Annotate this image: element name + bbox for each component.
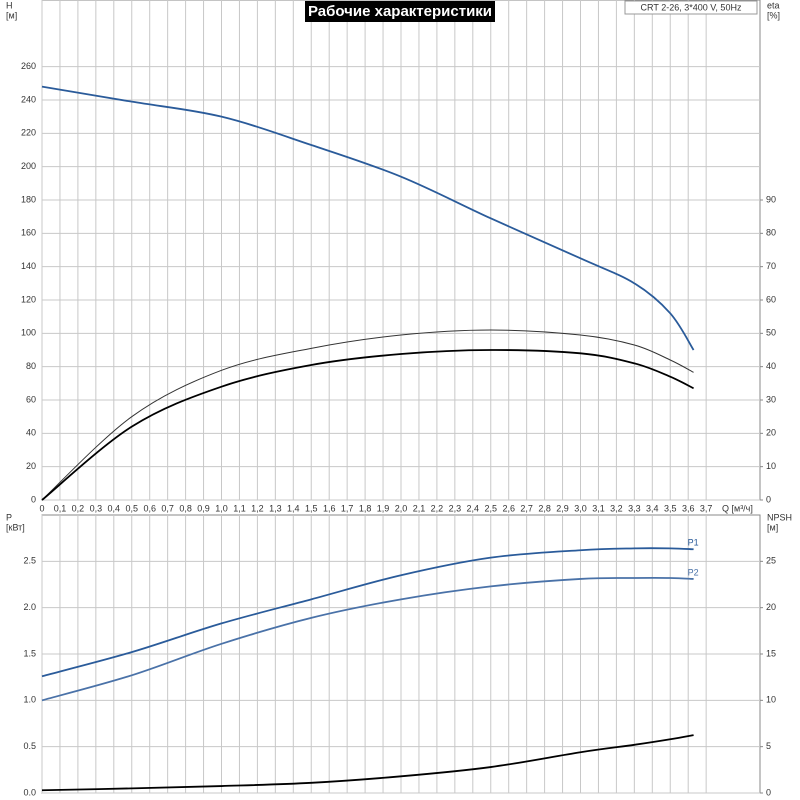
curve	[41, 349, 694, 501]
y2-axis-unit: [%]	[767, 10, 780, 20]
y2-tick-label: 15	[766, 648, 776, 658]
y-axis-unit: [кВт]	[6, 522, 25, 532]
y2-tick-label: 80	[766, 228, 776, 238]
x-tick-label: 3,3	[628, 503, 641, 513]
y2-tick-label: 5	[766, 741, 771, 751]
y-tick-label: 260	[21, 61, 36, 71]
y-tick-label: 1.5	[23, 648, 36, 658]
y-tick-label: 40	[26, 428, 36, 438]
x-tick-label: 2,6	[502, 503, 515, 513]
y-axis-label: P	[6, 512, 12, 522]
y-tick-label: 2.5	[23, 556, 36, 566]
y2-tick-label: 30	[766, 394, 776, 404]
x-tick-label: 3,2	[610, 503, 623, 513]
y2-tick-label: 90	[766, 194, 776, 204]
curve	[41, 85, 695, 351]
y-tick-label: 180	[21, 194, 36, 204]
x-tick-label: 2,4	[467, 503, 480, 513]
y2-tick-label: 10	[766, 461, 776, 471]
x-tick-label: 0,7	[161, 503, 174, 513]
x-tick-label: 3,1	[592, 503, 605, 513]
x-tick-label: 2,0	[395, 503, 408, 513]
x-tick-label: 3,7	[700, 503, 713, 513]
x-tick-label: 1,3	[269, 503, 282, 513]
x-tick-label: 0,9	[197, 503, 210, 513]
x-tick-label: 2,8	[538, 503, 551, 513]
y2-tick-label: 0	[766, 494, 771, 504]
y2-tick-label: 60	[766, 294, 776, 304]
y2-tick-label: 10	[766, 695, 776, 705]
y-tick-label: 140	[21, 261, 36, 271]
model-label: CRT 2-26, 3*400 V, 50Hz	[641, 2, 742, 12]
y-tick-label: 160	[21, 228, 36, 238]
x-tick-label: 1,1	[233, 503, 246, 513]
y2-axis-label: NPSH	[767, 512, 792, 522]
x-tick-label: 0	[39, 503, 44, 513]
y-tick-label: 2.0	[23, 602, 36, 612]
series-label: P1	[688, 538, 699, 548]
y2-tick-label: 50	[766, 328, 776, 338]
y-tick-label: 60	[26, 394, 36, 404]
series-label: P2	[688, 567, 699, 577]
x-tick-label: 2,9	[556, 503, 569, 513]
y-tick-label: 200	[21, 161, 36, 171]
x-tick-label: 2,3	[449, 503, 462, 513]
y-axis-unit: [м]	[6, 10, 17, 20]
y-tick-label: 120	[21, 294, 36, 304]
x-tick-label: 0,3	[90, 503, 103, 513]
y-tick-label: 220	[21, 128, 36, 138]
x-tick-label: 2,1	[413, 503, 426, 513]
y2-tick-label: 0	[766, 787, 771, 797]
y2-tick-label: 20	[766, 602, 776, 612]
x-tick-label: 1,0	[215, 503, 228, 513]
y-tick-label: 20	[26, 461, 36, 471]
x-tick-label: 1,8	[359, 503, 372, 513]
curve	[41, 576, 694, 702]
y2-axis-unit: [м]	[767, 522, 778, 532]
x-tick-label: 3,0	[574, 503, 587, 513]
chart-title: Рабочие характеристики	[308, 3, 492, 20]
x-tick-label: 1,7	[341, 503, 354, 513]
x-tick-label: 2,7	[520, 503, 533, 513]
x-tick-label: 0,6	[143, 503, 156, 513]
y-axis-label: H	[6, 0, 13, 10]
curve	[41, 329, 694, 501]
y-tick-label: 0.5	[23, 741, 36, 751]
x-tick-label: 1,5	[305, 503, 318, 513]
model-box	[624, 0, 758, 15]
x-tick-label: 3,5	[664, 503, 677, 513]
x-tick-label: 1,2	[251, 503, 264, 513]
x-tick-label: 0,2	[72, 503, 85, 513]
y2-axis-label: eta	[767, 0, 780, 10]
curve	[41, 547, 694, 678]
x-tick-label: 1,4	[287, 503, 300, 513]
x-tick-label: 0,1	[54, 503, 67, 513]
y2-tick-label: 70	[766, 261, 776, 271]
title-box	[305, 1, 495, 22]
x-tick-label: 3,4	[646, 503, 659, 513]
x-tick-label: 0,4	[108, 503, 121, 513]
x-tick-label: 1,9	[377, 503, 390, 513]
y-tick-label: 0	[31, 494, 36, 504]
y2-tick-label: 40	[766, 361, 776, 371]
x-tick-label: 0,8	[179, 503, 192, 513]
curve	[41, 734, 694, 792]
x-tick-label: 3,6	[682, 503, 695, 513]
x-tick-label: 0,5	[125, 503, 138, 513]
y2-tick-label: 20	[766, 428, 776, 438]
y-tick-label: 240	[21, 94, 36, 104]
y-tick-label: 80	[26, 361, 36, 371]
y-tick-label: 1.0	[23, 695, 36, 705]
x-tick-label: 1,6	[323, 503, 336, 513]
y-tick-label: 0.0	[23, 787, 36, 797]
y-tick-label: 100	[21, 328, 36, 338]
y2-tick-label: 25	[766, 556, 776, 566]
x-axis-label: Q [м³/ч]	[722, 503, 753, 513]
grid-layer	[41, 0, 761, 794]
x-tick-label: 2,2	[431, 503, 444, 513]
x-tick-label: 2,5	[484, 503, 497, 513]
